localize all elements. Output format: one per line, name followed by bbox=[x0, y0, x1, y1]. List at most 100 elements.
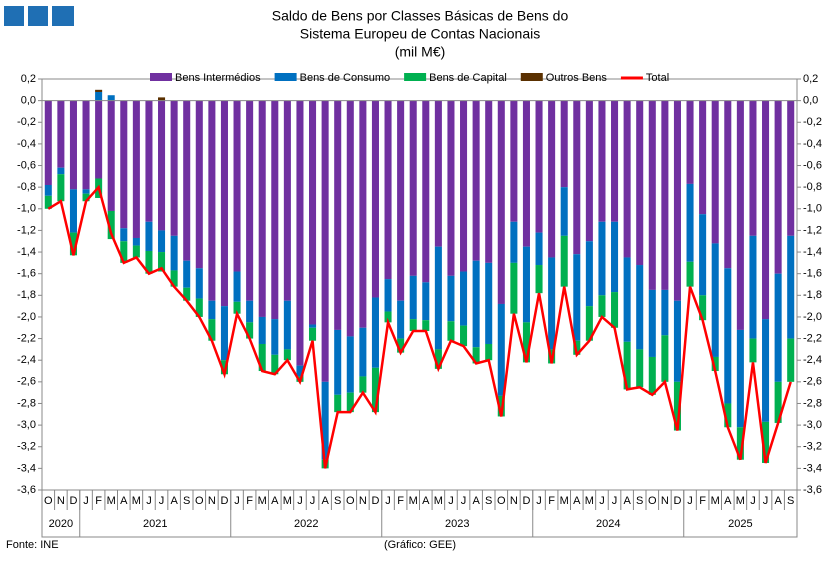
bar-segment bbox=[208, 319, 216, 341]
bar-segment bbox=[346, 336, 354, 393]
bar-segment bbox=[611, 221, 619, 293]
bar-segment bbox=[309, 327, 317, 341]
y-tick-label: 0,0 bbox=[21, 95, 36, 107]
y2-tick-label: 0,0 bbox=[803, 95, 818, 107]
x-tick-label: A bbox=[170, 495, 178, 507]
bar-segment bbox=[535, 232, 543, 266]
bar-segment bbox=[472, 260, 480, 348]
year-label: 2022 bbox=[294, 518, 318, 530]
bar-segment bbox=[82, 193, 90, 202]
logo-block bbox=[28, 6, 48, 26]
x-tick-label: N bbox=[359, 495, 367, 507]
bar-segment bbox=[598, 100, 606, 222]
y2-tick-label: -2,2 bbox=[803, 332, 822, 344]
legend-label: Bens de Capital bbox=[429, 72, 507, 84]
bar-segment bbox=[44, 100, 52, 185]
y-tick-label: -3,0 bbox=[17, 419, 36, 431]
bar-segment bbox=[560, 100, 568, 188]
x-tick-label: F bbox=[246, 495, 253, 507]
x-tick-label: S bbox=[183, 495, 190, 507]
bar-segment bbox=[346, 100, 354, 337]
bar-segment bbox=[334, 394, 342, 413]
bar-segment bbox=[573, 340, 581, 355]
bar-segment bbox=[510, 262, 518, 314]
bar-segment bbox=[397, 100, 405, 301]
bar-segment bbox=[384, 311, 392, 323]
bar-segment bbox=[434, 246, 442, 350]
bar-segment bbox=[648, 356, 656, 395]
bar-segment bbox=[120, 241, 128, 263]
bar-segment bbox=[611, 100, 619, 222]
y2-tick-label: -1,4 bbox=[803, 246, 822, 258]
y2-tick-label: -1,8 bbox=[803, 289, 822, 301]
legend-swatch bbox=[520, 73, 543, 81]
bar-segment bbox=[371, 297, 379, 368]
bar-segment bbox=[132, 245, 140, 258]
x-tick-label: J bbox=[448, 495, 454, 507]
y-tick-label: -2,4 bbox=[17, 354, 36, 366]
bar-segment bbox=[145, 221, 153, 251]
y2-tick-label: -0,4 bbox=[803, 138, 822, 150]
y2-tick-label: -1,2 bbox=[803, 224, 822, 236]
x-tick-label: A bbox=[623, 495, 631, 507]
x-tick-label: M bbox=[409, 495, 418, 507]
bar-segment bbox=[321, 100, 329, 382]
bar-segment bbox=[598, 221, 606, 296]
y2-tick-label: -3,4 bbox=[803, 462, 822, 474]
bar-segment bbox=[585, 100, 593, 242]
legend-swatch bbox=[150, 73, 172, 81]
bar-segment bbox=[82, 100, 90, 190]
bar-segment bbox=[309, 100, 317, 325]
x-tick-label: M bbox=[711, 495, 720, 507]
bar-segment bbox=[170, 100, 178, 236]
x-tick-label: F bbox=[699, 495, 706, 507]
bar-segment bbox=[460, 325, 468, 347]
bar-segment bbox=[334, 100, 342, 330]
bar-segment bbox=[69, 189, 77, 233]
bar-segment bbox=[57, 100, 65, 168]
bar-segment bbox=[522, 100, 530, 247]
bar-segment bbox=[44, 195, 52, 209]
y-tick-label: -2,0 bbox=[17, 311, 36, 323]
year-label: 2020 bbox=[49, 518, 73, 530]
bar-segment bbox=[661, 335, 669, 382]
legend-swatch bbox=[404, 73, 427, 81]
y-tick-label: 0,2 bbox=[21, 73, 36, 85]
bar-segment bbox=[485, 100, 493, 263]
bar-segment bbox=[258, 316, 266, 344]
y2-tick-label: -1,0 bbox=[803, 203, 822, 215]
bar-segment bbox=[246, 100, 254, 301]
bar-segment bbox=[699, 214, 707, 296]
x-tick-label: N bbox=[208, 495, 216, 507]
bar-segment bbox=[195, 100, 203, 269]
bar-segment bbox=[711, 100, 719, 244]
bar-segment bbox=[636, 265, 644, 350]
bar-segment bbox=[183, 100, 191, 261]
bar-segment bbox=[120, 228, 128, 242]
bar-segment bbox=[44, 184, 52, 196]
x-tick-label: S bbox=[636, 495, 643, 507]
y-tick-label: -0,4 bbox=[17, 138, 36, 150]
x-tick-label: J bbox=[310, 495, 316, 507]
year-label: 2024 bbox=[596, 518, 620, 530]
bar-segment bbox=[787, 235, 795, 339]
bar-segment bbox=[422, 100, 430, 283]
x-tick-label: J bbox=[83, 495, 89, 507]
y-tick-label: -0,6 bbox=[17, 159, 36, 171]
legend-label: Outros Bens bbox=[546, 72, 608, 84]
bar-segment bbox=[258, 343, 266, 372]
bar-segment bbox=[359, 376, 367, 393]
x-tick-label: A bbox=[724, 495, 732, 507]
bar-segment bbox=[623, 257, 631, 342]
bar-segment bbox=[107, 95, 115, 101]
y-tick-label: -1,2 bbox=[17, 224, 36, 236]
bar-segment bbox=[711, 243, 719, 357]
x-tick-label: M bbox=[434, 495, 443, 507]
bar-segment bbox=[371, 367, 379, 413]
plot-frame bbox=[41, 78, 798, 538]
y-tick-label: -3,4 bbox=[17, 462, 36, 474]
bar-segment bbox=[522, 322, 530, 363]
bar-segment bbox=[120, 100, 128, 229]
x-tick-label: J bbox=[297, 495, 303, 507]
bar-segment bbox=[661, 100, 669, 290]
